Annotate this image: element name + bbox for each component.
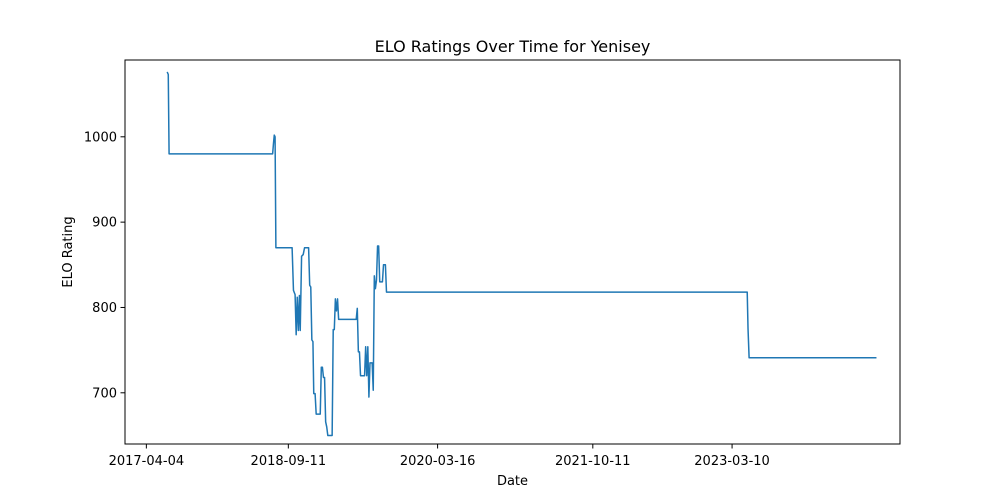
series-line-0	[166, 71, 877, 437]
x-tick-label: 2018-09-11	[251, 454, 327, 469]
plot-frame	[124, 59, 901, 445]
y-tick-label: 900	[92, 216, 117, 231]
x-axis-label: Date	[497, 474, 528, 489]
y-tick-label: 700	[92, 386, 117, 401]
plot-area	[166, 71, 877, 437]
x-tick-label: 2023-03-10	[694, 454, 770, 469]
x-tick-label: 2021-10-11	[555, 454, 631, 469]
x-axis: 2017-04-04 2018-09-11 2020-03-16 2021-10-11…	[109, 444, 770, 469]
y-axis-label: ELO Rating	[61, 216, 76, 287]
x-tick-label: 2017-04-04	[109, 454, 185, 469]
x-tick-label: 2020-03-16	[400, 454, 476, 469]
chart-title: ELO Ratings Over Time for Yenisey	[375, 37, 651, 56]
y-axis: 700 800 900 1000	[84, 130, 125, 401]
y-tick-label: 1000	[84, 130, 117, 145]
y-tick-label: 800	[92, 301, 117, 316]
